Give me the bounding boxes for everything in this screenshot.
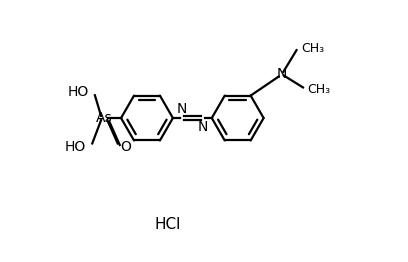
Text: HCl: HCl [155,217,181,232]
Text: As: As [96,111,113,125]
Text: CH₃: CH₃ [308,83,331,96]
Text: HO: HO [67,85,89,99]
Text: N: N [177,102,187,116]
Text: N: N [197,120,208,134]
Text: HO: HO [65,140,86,154]
Text: CH₃: CH₃ [301,42,324,54]
Text: N: N [277,67,287,81]
Text: O: O [120,140,131,154]
